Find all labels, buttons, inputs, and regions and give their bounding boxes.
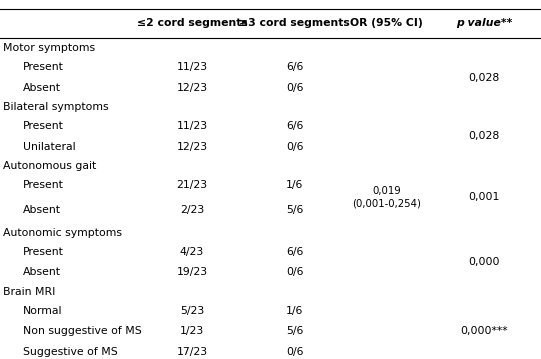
Text: p value**: p value** (456, 18, 512, 28)
Text: Present: Present (23, 121, 64, 131)
Text: Present: Present (23, 180, 64, 190)
Text: ≤2 cord segments: ≤2 cord segments (137, 18, 247, 28)
Text: 6/6: 6/6 (286, 247, 304, 257)
Text: 1/6: 1/6 (286, 306, 304, 316)
Text: Suggestive of MS: Suggestive of MS (23, 347, 117, 357)
Text: 5/6: 5/6 (286, 205, 304, 215)
Text: 0/6: 0/6 (286, 267, 304, 278)
Text: Non suggestive of MS: Non suggestive of MS (23, 326, 142, 336)
Text: 6/6: 6/6 (286, 62, 304, 72)
Text: 12/23: 12/23 (176, 142, 208, 152)
Text: 0,028: 0,028 (469, 73, 500, 83)
Text: 11/23: 11/23 (176, 121, 208, 131)
Text: 5/23: 5/23 (180, 306, 204, 316)
Text: 0,001: 0,001 (469, 192, 500, 202)
Text: 5/6: 5/6 (286, 326, 304, 336)
Text: 0,028: 0,028 (469, 131, 500, 141)
Text: OR (95% CI): OR (95% CI) (351, 18, 423, 28)
Text: Absent: Absent (23, 267, 61, 278)
Text: Autonomous gait: Autonomous gait (3, 161, 96, 171)
Text: Normal: Normal (23, 306, 62, 316)
Text: 6/6: 6/6 (286, 121, 304, 131)
Text: 0,000***: 0,000*** (460, 326, 508, 336)
Text: Absent: Absent (23, 83, 61, 93)
Text: 0/6: 0/6 (286, 142, 304, 152)
Text: Unilateral: Unilateral (23, 142, 75, 152)
Text: 12/23: 12/23 (176, 83, 208, 93)
Text: Brain MRI: Brain MRI (3, 286, 55, 297)
Text: Motor symptoms: Motor symptoms (3, 43, 95, 53)
Text: 1/23: 1/23 (180, 326, 204, 336)
Text: 0,019
(0,001-0,254): 0,019 (0,001-0,254) (352, 186, 421, 209)
Text: 0/6: 0/6 (286, 83, 304, 93)
Text: 0/6: 0/6 (286, 347, 304, 357)
Text: 17/23: 17/23 (176, 347, 208, 357)
Text: 21/23: 21/23 (176, 180, 208, 190)
Text: 2/23: 2/23 (180, 205, 204, 215)
Text: ≥3 cord segments: ≥3 cord segments (240, 18, 350, 28)
Text: 0,000: 0,000 (469, 257, 500, 267)
Text: 19/23: 19/23 (176, 267, 208, 278)
Text: 1/6: 1/6 (286, 180, 304, 190)
Text: Bilateral symptoms: Bilateral symptoms (3, 102, 108, 112)
Text: 11/23: 11/23 (176, 62, 208, 72)
Text: 4/23: 4/23 (180, 247, 204, 257)
Text: Absent: Absent (23, 205, 61, 215)
Text: Autonomic symptoms: Autonomic symptoms (3, 228, 122, 238)
Text: Present: Present (23, 62, 64, 72)
Text: Present: Present (23, 247, 64, 257)
